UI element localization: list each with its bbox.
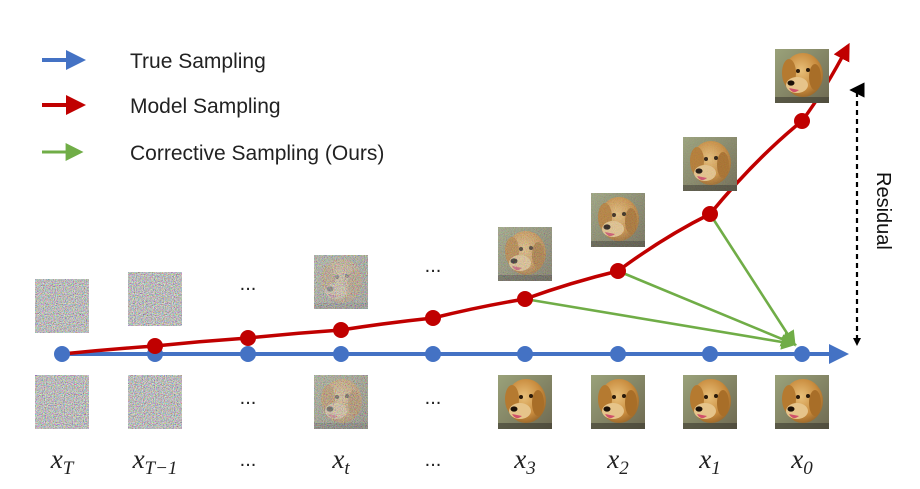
model-sampling-dots xyxy=(147,113,810,354)
top-image-6 xyxy=(591,193,645,247)
model-dot xyxy=(610,263,626,279)
corrective-arrow-1 xyxy=(708,213,796,347)
ellipsis-bottom: ... xyxy=(240,387,257,409)
model-dot xyxy=(517,291,533,307)
true-dot xyxy=(333,346,349,362)
legend-item-model-sampling: Model Sampling xyxy=(42,95,281,118)
legend-item-true-sampling: True Sampling xyxy=(42,50,266,73)
legend: True Sampling Model Sampling Corrective … xyxy=(42,50,384,165)
top-image-0 xyxy=(35,279,89,333)
true-sampling-dots xyxy=(54,346,810,362)
step-label: xT−1 xyxy=(132,444,178,479)
legend-label-model-sampling: Model Sampling xyxy=(130,95,281,118)
top-image-7 xyxy=(683,137,737,191)
model-dot xyxy=(425,310,441,326)
true-dot xyxy=(610,346,626,362)
model-dot xyxy=(702,206,718,222)
step-label: xt xyxy=(331,444,350,479)
corrective-arrow-2 xyxy=(617,269,797,347)
model-sampling-curve xyxy=(61,42,850,356)
bottom-image-7 xyxy=(683,375,737,429)
bottom-image-0 xyxy=(35,375,89,429)
corrective-arrow-3 xyxy=(524,297,798,350)
step-label: x1 xyxy=(698,444,720,479)
bottom-image-5 xyxy=(498,375,552,429)
ellipsis-label: ... xyxy=(240,449,257,471)
top-image-1 xyxy=(128,272,182,326)
ellipsis-top: ... xyxy=(425,255,442,277)
top-image-3 xyxy=(314,255,368,309)
model-dot xyxy=(794,113,810,129)
model-dot xyxy=(333,322,349,338)
legend-label-corrective-sampling: Corrective Sampling (Ours) xyxy=(130,142,384,165)
step-label: x2 xyxy=(606,444,629,479)
step-label: xT xyxy=(50,444,75,479)
true-dot xyxy=(54,346,70,362)
bottom-image-3 xyxy=(314,375,368,429)
ellipsis-bottom: ... xyxy=(425,387,442,409)
true-dot xyxy=(425,346,441,362)
residual-indicator: Residual xyxy=(849,82,894,346)
true-dot xyxy=(702,346,718,362)
top-image-5 xyxy=(498,227,552,281)
true-dot xyxy=(517,346,533,362)
ellipsis-label: ... xyxy=(425,449,442,471)
legend-label-true-sampling: True Sampling xyxy=(130,50,266,73)
true-dot xyxy=(794,346,810,362)
top-image-8 xyxy=(775,49,829,103)
true-dot xyxy=(240,346,256,362)
step-label: x0 xyxy=(790,444,813,479)
corrective-arrows xyxy=(524,213,798,350)
model-dot xyxy=(240,330,256,346)
residual-bottom-marker xyxy=(853,338,861,346)
bottom-image-6 xyxy=(591,375,645,429)
residual-label: Residual xyxy=(872,172,894,250)
bottom-image-8 xyxy=(775,375,829,429)
bottom-image-1 xyxy=(128,375,182,429)
ellipsis-top: ... xyxy=(240,273,257,295)
step-labels: xT xT−1......... xt......... x3 x2 x1 x0 xyxy=(50,255,814,479)
legend-item-corrective-sampling: Corrective Sampling (Ours) xyxy=(42,142,384,165)
step-label: x3 xyxy=(513,444,535,479)
model-dot xyxy=(147,338,163,354)
sample-images xyxy=(35,49,829,429)
